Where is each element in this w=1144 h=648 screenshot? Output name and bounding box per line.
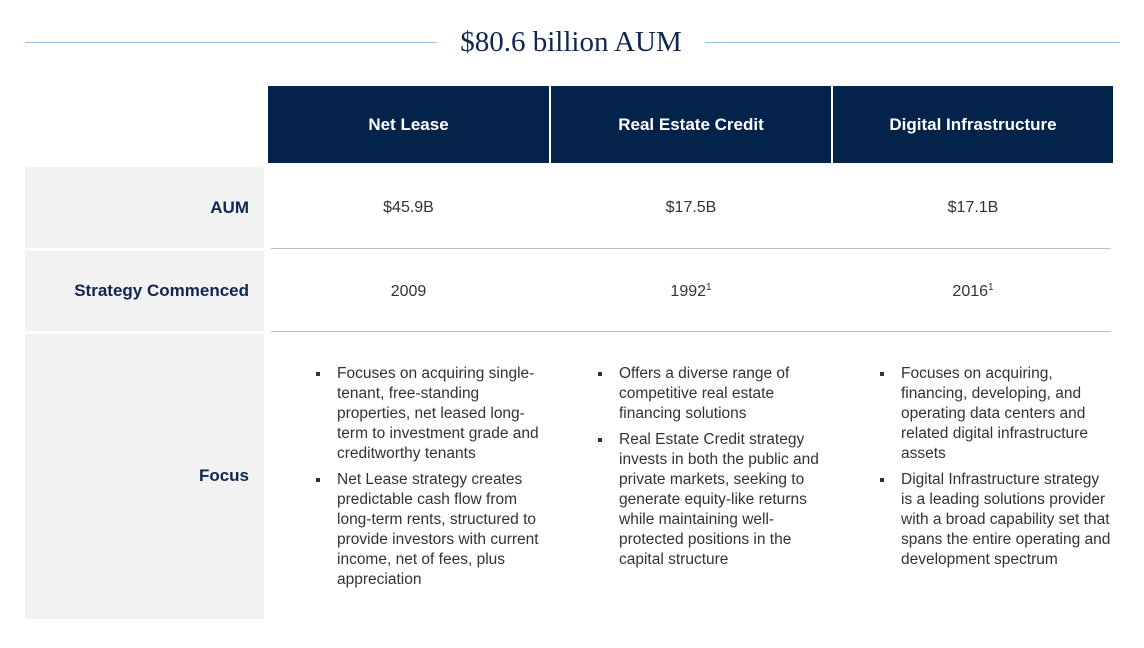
focus-bullet: Real Estate Credit strategy invests in b…	[597, 430, 827, 570]
row-label-aum: AUM	[210, 198, 249, 217]
focus-list-net-lease: Focuses on acquiring single-tenant, free…	[315, 364, 545, 596]
focus-bullet: Digital Infrastructure strategy is a lea…	[879, 470, 1111, 570]
column-header-net-lease: Net Lease	[268, 86, 549, 163]
title-rule-left	[25, 42, 437, 43]
row-label-cell-focus	[25, 334, 264, 619]
footnote-marker: 1	[988, 282, 994, 293]
footnote-marker: 1	[706, 282, 712, 293]
focus-bullet: Offers a diverse range of competitive re…	[597, 364, 827, 424]
row-label-focus: Focus	[198, 466, 249, 485]
aum-real-estate-credit: $17.5B	[665, 199, 717, 216]
focus-list-real-estate-credit: Offers a diverse range of competitive re…	[597, 364, 827, 576]
focus-bullet: Focuses on acquiring, financing, develop…	[879, 364, 1111, 464]
focus-bullet: Net Lease strategy creates predictable c…	[315, 470, 545, 590]
commenced-net-lease: 2009	[268, 282, 549, 301]
commenced-year: 2016	[952, 283, 989, 300]
aum-digital-infrastructure: $17.1B	[947, 199, 999, 216]
page-title: $80.6 billion AUM	[460, 26, 682, 58]
row-label-cell-aum	[25, 167, 264, 248]
column-header-digital-infrastructure: Digital Infrastructure	[833, 86, 1113, 163]
column-header-real-estate-credit: Real Estate Credit	[551, 86, 831, 163]
commenced-year: 1992	[670, 283, 707, 300]
focus-bullet: Focuses on acquiring single-tenant, free…	[315, 364, 545, 464]
title-banner: $80.6 billion AUM	[25, 22, 1120, 62]
aum-net-lease: $45.9B	[383, 199, 434, 216]
focus-list-digital-infrastructure: Focuses on acquiring, financing, develop…	[879, 364, 1111, 576]
commenced-year: 2009	[390, 283, 427, 300]
commenced-real-estate-credit: 19921	[551, 282, 831, 301]
row-divider	[271, 248, 1111, 249]
row-label-strategy-commenced: Strategy Commenced	[74, 281, 249, 300]
title-rule-right	[705, 42, 1120, 43]
row-label-cell-commenced	[25, 251, 264, 331]
row-divider	[271, 331, 1111, 332]
commenced-digital-infrastructure: 20161	[833, 282, 1113, 301]
